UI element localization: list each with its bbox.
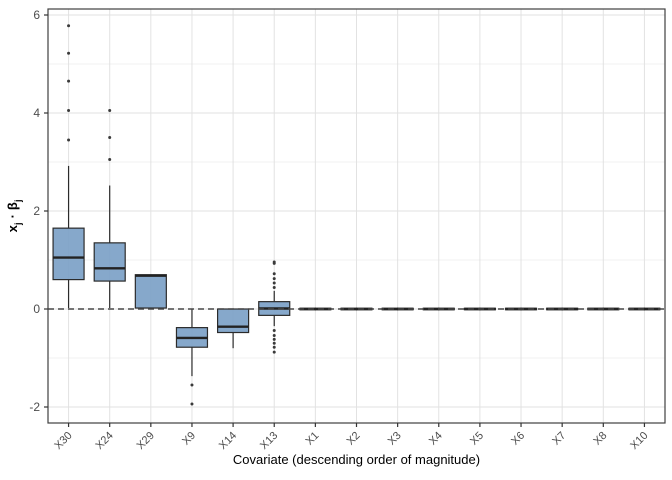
outlier-point (108, 158, 112, 162)
x-tick-label: X30 (52, 430, 74, 452)
outlier-point (272, 281, 276, 285)
outlier-point (272, 260, 276, 264)
outlier-point (272, 345, 276, 349)
boxplot-X9 (175, 309, 209, 406)
x-tick-label: X1 (303, 430, 321, 448)
box (217, 308, 250, 334)
x-tick-label: X8 (591, 430, 609, 448)
boxplot-X30 (52, 24, 85, 309)
y-axis-title: xj · βj (5, 199, 23, 233)
outlier-point (67, 109, 71, 113)
x-tick-label: X13 (258, 430, 280, 452)
outlier-point (67, 79, 71, 83)
outlier-point (272, 350, 276, 354)
box (134, 274, 167, 309)
x-tick-label: X9 (180, 430, 198, 448)
outlier-point (272, 341, 276, 345)
outlier-point (67, 138, 71, 142)
y-tick-label: 6 (33, 8, 40, 22)
outlier-point (67, 51, 71, 55)
y-tick-label: 0 (33, 302, 40, 316)
x-tick-label: X2 (345, 430, 363, 448)
outlier-point (272, 272, 276, 276)
outlier-point (108, 136, 112, 139)
boxplot-X29 (134, 274, 167, 309)
outlier-point (272, 277, 276, 281)
y-tick-label: -2 (29, 400, 40, 414)
x-tick-label: X6 (509, 430, 527, 448)
boxplot-X1 (299, 307, 332, 311)
y-axis-title-dot: · (5, 213, 21, 219)
x-tick-label: X29 (135, 430, 157, 452)
outlier-point (272, 337, 276, 341)
outlier-point (272, 285, 276, 289)
outlier-point (272, 333, 276, 337)
x-tick-label: X4 (427, 430, 445, 448)
x-tick-label: X24 (93, 430, 115, 452)
x-tick-label: X10 (628, 430, 650, 452)
box (93, 242, 126, 282)
outlier-point (272, 329, 276, 333)
x-tick-label: X7 (550, 430, 568, 448)
boxplot-X2 (340, 307, 373, 311)
x-tick-label: X5 (468, 430, 486, 448)
outlier-point (108, 109, 112, 113)
box (52, 227, 85, 281)
x-axis-title: Covariate (descending order of magnitude… (232, 452, 481, 467)
y-axis-title-beta: β (5, 201, 21, 211)
y-tick-label: 4 (33, 106, 40, 120)
y-axis-title-var: x (5, 224, 21, 233)
x-tick-label: X14 (217, 430, 239, 452)
x-tick-label: X3 (386, 430, 404, 448)
boxplot-X24 (93, 109, 126, 309)
y-tick-label: 2 (33, 204, 40, 218)
outlier-point (190, 402, 194, 406)
outlier-point (190, 383, 194, 387)
outlier-point (67, 24, 71, 28)
